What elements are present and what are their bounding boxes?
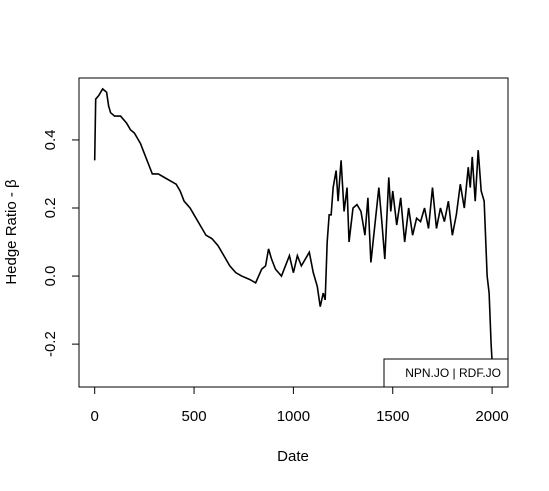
legend-box <box>383 358 509 388</box>
data-line <box>93 87 493 362</box>
x-tick-label: 0 <box>91 408 99 425</box>
plot-box <box>78 77 509 388</box>
x-tick-label: 1000 <box>277 408 310 425</box>
y-tick-label: -0.2 <box>42 331 59 357</box>
y-tick-label: 0.0 <box>42 266 59 287</box>
x-tick-label: 500 <box>182 408 207 425</box>
y-tick-label: 0.2 <box>42 198 59 219</box>
x-tick-label: 2000 <box>475 408 508 425</box>
y-tick-label: 0.4 <box>42 130 59 151</box>
legend-label: NPN.JO | RDF.JO <box>405 366 501 380</box>
y-axis-label: Hedge Ratio - β <box>3 179 20 285</box>
x-axis-label: Date <box>277 448 309 465</box>
x-tick-label: 1500 <box>376 408 409 425</box>
